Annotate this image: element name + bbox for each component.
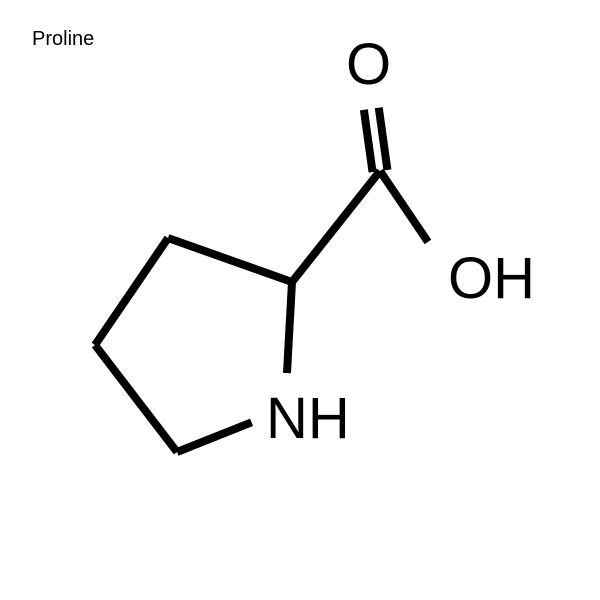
- amine-label: NH: [266, 390, 350, 448]
- oxygen-double-label: O: [346, 36, 391, 94]
- hydroxyl-label: OH: [448, 250, 535, 308]
- molecule-canvas: Proline O OH NH: [0, 0, 600, 600]
